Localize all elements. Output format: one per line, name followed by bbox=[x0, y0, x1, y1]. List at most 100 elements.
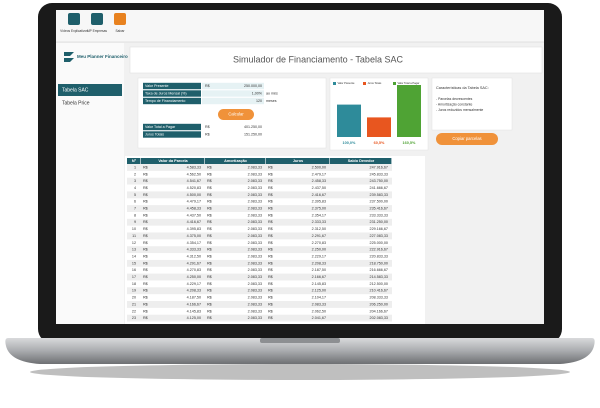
cell: 208.333,33 bbox=[370, 296, 388, 300]
field-label: Taxa de Juros Mensal (%) bbox=[145, 91, 187, 95]
calc-button[interactable] bbox=[218, 109, 254, 120]
cell: 214.583,33 bbox=[370, 275, 388, 279]
row-stripe bbox=[127, 314, 392, 322]
cell: 2.479,17 bbox=[312, 172, 326, 176]
row-stripe bbox=[127, 246, 392, 254]
cell-currency: R$ bbox=[207, 316, 212, 320]
cell: 245.833,33 bbox=[370, 172, 388, 176]
icon[interactable] bbox=[91, 13, 103, 25]
legend-label: Valor Total a Pagar bbox=[398, 81, 420, 85]
row-stripe bbox=[127, 287, 392, 295]
column-header bbox=[205, 158, 266, 164]
cell: 2.083,33 bbox=[248, 296, 262, 300]
cell: 19 bbox=[132, 289, 136, 293]
currency: R$ bbox=[205, 84, 210, 88]
cell: 20 bbox=[132, 296, 136, 300]
cell: 4.437,50 bbox=[187, 213, 201, 217]
cell-currency: R$ bbox=[207, 234, 212, 238]
cell-currency: R$ bbox=[268, 289, 273, 293]
cell: 3 bbox=[134, 179, 136, 183]
column-header-label: Saldo Devedor bbox=[348, 159, 375, 163]
row-stripe bbox=[127, 259, 392, 267]
field-unit: meses bbox=[266, 99, 277, 103]
cell-currency: R$ bbox=[143, 309, 148, 313]
cell: 243.750,00 bbox=[370, 179, 388, 183]
column-header bbox=[127, 158, 141, 164]
field-input[interactable] bbox=[202, 90, 264, 97]
cell-currency: R$ bbox=[207, 261, 212, 265]
cell: 4.125,00 bbox=[187, 316, 201, 320]
cell: 13 bbox=[132, 248, 136, 252]
bar bbox=[367, 117, 391, 137]
cell: 4.291,67 bbox=[187, 261, 201, 265]
cell-currency: R$ bbox=[143, 193, 148, 197]
info-title: Características da Tabela SAC: bbox=[436, 86, 489, 90]
cell: 2.083,33 bbox=[248, 302, 262, 306]
row-stripe bbox=[127, 205, 392, 212]
cell-currency: R$ bbox=[268, 172, 273, 176]
cell: 247.916,67 bbox=[370, 165, 388, 169]
cell-currency: R$ bbox=[143, 227, 148, 231]
cell: 235.416,67 bbox=[370, 207, 388, 211]
cell: 4.500,00 bbox=[187, 193, 201, 197]
cell-currency: R$ bbox=[268, 207, 273, 211]
cell-currency: R$ bbox=[143, 296, 148, 300]
cell: 2.062,50 bbox=[312, 309, 326, 313]
cell: 2.437,50 bbox=[312, 186, 326, 190]
column-header bbox=[266, 158, 330, 164]
field-input[interactable] bbox=[202, 82, 264, 90]
icon[interactable] bbox=[68, 13, 80, 25]
column-header bbox=[141, 158, 205, 164]
cell: 2.083,33 bbox=[248, 261, 262, 265]
currency: R$ bbox=[205, 125, 210, 129]
cell: 239.583,33 bbox=[370, 193, 388, 197]
cell-currency: R$ bbox=[143, 248, 148, 252]
cell: 241.666,67 bbox=[370, 186, 388, 190]
cell-currency: R$ bbox=[207, 220, 212, 224]
cell-currency: R$ bbox=[143, 316, 148, 320]
cell: 4.416,67 bbox=[187, 220, 201, 224]
field-input[interactable] bbox=[202, 97, 264, 105]
cell: 4.312,50 bbox=[187, 254, 201, 258]
cell-currency: R$ bbox=[268, 302, 273, 306]
cell: 2.083,33 bbox=[248, 172, 262, 176]
bar bbox=[397, 85, 421, 137]
button-label: Copiar parcelas bbox=[452, 136, 481, 141]
cell: 233.333,33 bbox=[370, 213, 388, 217]
cell: 237.500,00 bbox=[370, 200, 388, 204]
cell: 15 bbox=[132, 261, 136, 265]
cell: 5 bbox=[134, 193, 136, 197]
cell-currency: R$ bbox=[207, 248, 212, 252]
copy-button[interactable] bbox=[436, 133, 498, 145]
tab[interactable] bbox=[58, 84, 122, 96]
field-label: Valor Presente bbox=[145, 84, 169, 88]
cell-currency: R$ bbox=[268, 268, 273, 272]
cell: 2.125,00 bbox=[312, 289, 326, 293]
cell: 216.666,67 bbox=[370, 268, 388, 272]
legend-swatch bbox=[393, 82, 396, 85]
row-stripe bbox=[127, 164, 392, 171]
cell: 4.354,17 bbox=[187, 241, 201, 245]
cell-currency: R$ bbox=[143, 165, 148, 169]
cell-currency: R$ bbox=[268, 220, 273, 224]
cell: 4.479,17 bbox=[187, 200, 201, 204]
cell-currency: R$ bbox=[143, 241, 148, 245]
icon[interactable] bbox=[114, 13, 126, 25]
column-header-label: Nº bbox=[132, 159, 137, 163]
cell-currency: R$ bbox=[207, 302, 212, 306]
cell: 2.187,50 bbox=[312, 268, 326, 272]
cell-currency: R$ bbox=[268, 213, 273, 217]
field-value: 120 bbox=[256, 99, 262, 103]
result-label-bg bbox=[143, 131, 201, 138]
row-stripe bbox=[127, 273, 392, 281]
cell: 4.187,50 bbox=[187, 296, 201, 300]
toolbar bbox=[56, 10, 544, 42]
title-bar bbox=[129, 46, 543, 74]
cell: 4.541,67 bbox=[187, 179, 201, 183]
cell-currency: R$ bbox=[143, 213, 148, 217]
column-header-label: Amortização bbox=[224, 159, 247, 163]
cell-currency: R$ bbox=[207, 165, 212, 169]
cell-currency: R$ bbox=[207, 309, 212, 313]
cell-currency: R$ bbox=[143, 282, 148, 286]
